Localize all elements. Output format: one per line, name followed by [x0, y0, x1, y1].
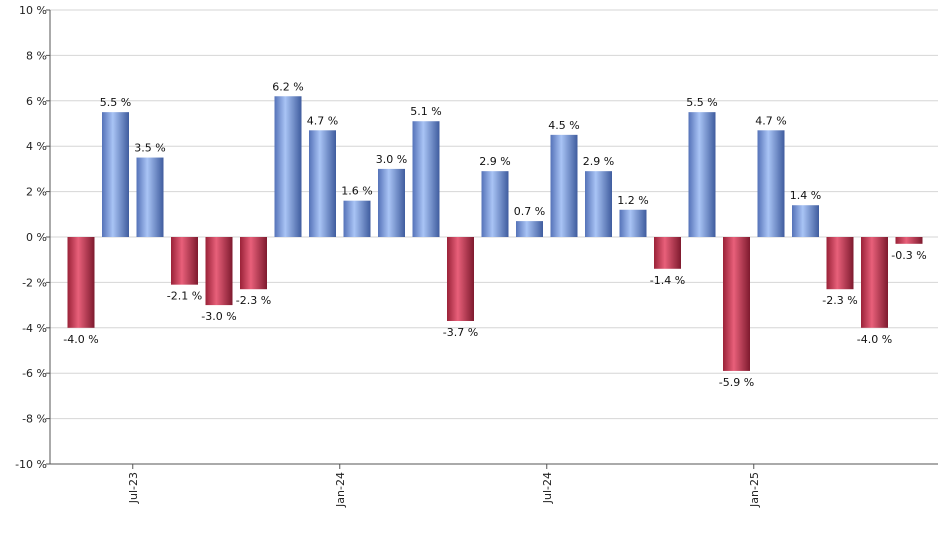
data-label: -2.1 % [167, 290, 202, 303]
bar [102, 112, 129, 237]
y-tick-label: -4 % [22, 322, 47, 335]
y-tick-label: 10 % [19, 4, 47, 17]
bar [723, 237, 750, 371]
bar [792, 205, 819, 237]
bar [205, 237, 233, 306]
data-label: 0.7 % [514, 205, 545, 218]
data-label: 2.9 % [583, 155, 614, 168]
y-tick-label: 6 % [26, 95, 47, 108]
bar [861, 237, 888, 328]
data-labels: -4.0 %5.5 %3.5 %-2.1 %-3.0 %-2.3 %6.2 %4… [63, 80, 926, 389]
y-tick-label: 4 % [26, 140, 47, 153]
data-label: -2.3 % [236, 294, 271, 307]
bar [585, 171, 612, 237]
data-label: 1.4 % [790, 189, 821, 202]
bar [688, 112, 716, 237]
y-tick-label: -10 % [15, 458, 47, 471]
data-label: -1.4 % [650, 274, 685, 287]
bar [654, 237, 681, 269]
y-tick-label: 0 % [26, 231, 47, 244]
data-label: -3.7 % [443, 326, 478, 339]
x-tick-label: Jan-25 [748, 472, 761, 508]
y-tick-label: -6 % [22, 367, 47, 380]
y-axis-ticks: 10 % 8 % 6 % 4 % 2 % 0 % -2 % -4 % -6 % -8 % -10 % [15, 4, 50, 471]
data-label: 1.6 % [341, 185, 372, 198]
data-label: -5.9 % [719, 376, 754, 389]
data-label: 1.2 % [617, 194, 648, 207]
bar [447, 237, 474, 321]
data-label: -4.0 % [63, 333, 98, 346]
x-tick-label: Jan-24 [334, 472, 347, 508]
data-label: 3.0 % [376, 153, 407, 166]
bar [895, 237, 923, 244]
bar [481, 171, 509, 237]
bar [550, 134, 578, 237]
bar [67, 237, 95, 328]
bar [309, 130, 336, 237]
x-tick-label: Jul-24 [541, 472, 554, 504]
bars [67, 96, 923, 371]
data-label: 4.7 % [307, 114, 338, 127]
data-label: -0.3 % [891, 249, 926, 262]
data-label: 2.9 % [479, 155, 510, 168]
bar [619, 209, 647, 237]
bar [171, 237, 198, 285]
data-label: 5.1 % [410, 105, 441, 118]
y-tick-label: 2 % [26, 186, 47, 199]
bar [136, 157, 164, 237]
x-axis-ticks: Jul-23 Jan-24 Jul-24 Jan-25 [127, 464, 761, 508]
data-label: 6.2 % [272, 80, 303, 93]
bar [516, 221, 543, 237]
y-tick-label: 8 % [26, 49, 47, 62]
y-tick-label: -8 % [22, 413, 47, 426]
data-label: 5.5 % [100, 96, 131, 109]
bar [826, 237, 854, 290]
data-label: -2.3 % [822, 294, 857, 307]
data-label: 4.5 % [548, 119, 579, 132]
bar [343, 200, 371, 237]
bar [378, 168, 405, 237]
y-tick-label: -2 % [22, 276, 47, 289]
data-label: 4.7 % [755, 114, 786, 127]
data-label: 5.5 % [686, 96, 717, 109]
bar [240, 237, 267, 290]
x-tick-label: Jul-23 [127, 472, 140, 504]
bar [412, 121, 440, 237]
bar [274, 96, 302, 237]
data-label: 3.5 % [134, 142, 165, 155]
data-label: -4.0 % [857, 333, 892, 346]
data-label: -3.0 % [201, 310, 236, 323]
bar [757, 130, 785, 237]
